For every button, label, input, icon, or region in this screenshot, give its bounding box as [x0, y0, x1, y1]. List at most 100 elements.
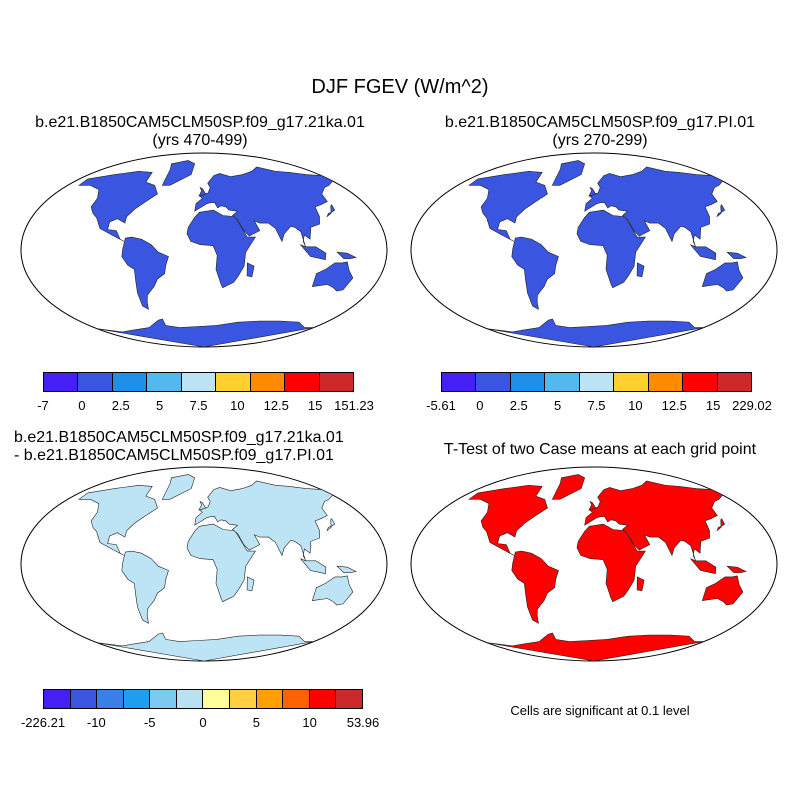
landmass [78, 170, 158, 242]
landmass [726, 565, 747, 573]
colorbar-label: 12.5 [661, 398, 687, 413]
landmass [468, 170, 548, 242]
landmass [300, 558, 327, 575]
landmass [551, 160, 586, 186]
colorbar-swatch [285, 373, 320, 391]
panel-d-map [410, 466, 778, 662]
panel-b-title-line2: (yrs 270-299) [552, 132, 648, 149]
colorbar-label: 10 [230, 398, 245, 413]
colorbar-label: 53.96 [346, 715, 380, 730]
colorbar-swatch [717, 373, 751, 391]
landmass [588, 186, 597, 197]
colorbar-label: 7.5 [189, 398, 208, 413]
landmass [326, 518, 336, 532]
panel-a-colorbar: -7 0 2.5 5 7.5 10 12.5 15 151.23 [37, 372, 374, 413]
landmass [551, 474, 586, 500]
colorbar-swatch [44, 373, 79, 391]
landmass [194, 480, 334, 561]
colorbar-boxes [43, 689, 363, 709]
landmass [511, 236, 559, 310]
colorbar-swatch [545, 373, 580, 391]
landmass [121, 550, 169, 624]
landmass [636, 262, 645, 278]
landmass [121, 236, 169, 310]
colorbar-swatch [203, 690, 231, 708]
panel-b-colorbar: -5.61 0 2.5 5 7.5 10 12.5 15 229.02 [426, 372, 772, 413]
landmass [161, 474, 196, 500]
colorbar-swatch [683, 373, 718, 391]
landmass [194, 166, 334, 247]
landmass [186, 523, 256, 603]
panel-c-map [20, 466, 388, 662]
landmass [78, 484, 158, 556]
world-map [410, 466, 778, 662]
colorbar-label: 5 [252, 715, 260, 730]
landmass [636, 576, 645, 592]
colorbar-swatch [70, 690, 98, 708]
landmass [588, 500, 597, 511]
panel-b-map [410, 152, 778, 348]
landmass [701, 575, 744, 606]
colorbar-label: 5 [156, 398, 164, 413]
landmass [198, 500, 207, 511]
colorbar-swatch [283, 690, 310, 708]
colorbar-swatch [648, 373, 684, 391]
figure-title: DJF FGEV (W/m^2) [311, 76, 489, 98]
colorbar-label: 0 [476, 398, 484, 413]
landmass [186, 209, 256, 289]
colorbar-label: -7 [37, 398, 49, 413]
landmass [486, 632, 704, 662]
world-map [20, 466, 388, 662]
world-map [20, 152, 388, 348]
colorbar-swatch [579, 373, 615, 391]
colorbar-swatch [230, 690, 257, 708]
landmass [584, 166, 724, 247]
landmass [576, 523, 646, 603]
colorbar-swatch [309, 690, 337, 708]
landmass [311, 575, 354, 606]
colorbar-label: 0 [78, 398, 86, 413]
colorbar-label: 15 [307, 398, 323, 413]
colorbar-label: 2.5 [509, 398, 528, 413]
colorbar-label: 2.5 [111, 398, 130, 413]
colorbar-label: 10 [628, 398, 643, 413]
landmass [96, 632, 314, 662]
colorbar-swatch [123, 690, 151, 708]
colorbar-swatch [181, 373, 217, 391]
landmass [486, 318, 704, 348]
colorbar-label: 7.5 [587, 398, 606, 413]
colorbar-swatch [442, 373, 477, 391]
landmass [336, 251, 357, 259]
colorbar-swatch [250, 373, 286, 391]
landmass [701, 261, 744, 292]
world-map [410, 152, 778, 348]
colorbar-boxes [43, 372, 354, 392]
colorbar-label: 0 [199, 715, 207, 730]
panel-c-title-line2: - b.e21.B1850CAM5CLM50SP.f09_g17.PI.01 [14, 447, 334, 464]
colorbar-boxes [441, 372, 752, 392]
panel-d-title: T-Test of two Case means at each grid po… [443, 441, 757, 458]
colorbar-swatch [336, 690, 362, 708]
colorbar-swatch [150, 690, 177, 708]
colorbar-label: -5.61 [426, 398, 456, 413]
landmass [336, 565, 357, 573]
landmass [468, 484, 548, 556]
landmass [326, 204, 336, 218]
panel-b-title-line1: b.e21.B1850CAM5CLM50SP.f09_g17.PI.01 [444, 114, 756, 131]
colorbar-swatch [476, 373, 511, 391]
colorbar-label: -226.21 [20, 715, 66, 730]
landmass [576, 209, 646, 289]
landmass [96, 318, 314, 348]
colorbar-label: 229.02 [732, 398, 772, 413]
landmass [716, 518, 726, 532]
colorbar-swatch [112, 373, 148, 391]
colorbar-label: -10 [86, 715, 106, 730]
colorbar-swatch [216, 373, 251, 391]
panel-a-map [20, 152, 388, 348]
landmass [726, 251, 747, 259]
panel-c-title-line1: b.e21.B1850CAM5CLM50SP.f09_g17.21ka.01 [14, 429, 344, 446]
colorbar-swatch [97, 690, 124, 708]
colorbar-label: 12.5 [263, 398, 289, 413]
panel-c-colorbar: -226.21 -10 -5 0 5 10 53.96 [21, 689, 379, 730]
landmass [300, 244, 327, 261]
